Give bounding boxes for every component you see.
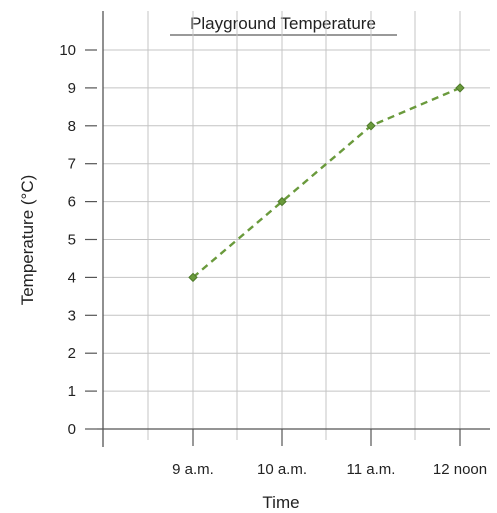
y-tick-label: 0 — [68, 421, 76, 438]
x-tick-label: 11 a.m. — [347, 461, 396, 478]
data-point — [277, 196, 287, 207]
y-tick-label: 1 — [68, 383, 76, 400]
chart-title: Playground Temperature — [190, 14, 376, 33]
x-tick-label: 9 a.m. — [172, 461, 214, 478]
y-tick-label: 5 — [68, 232, 76, 249]
x-axis-title: Time — [262, 493, 299, 512]
series-line — [192, 86, 461, 279]
grid — [103, 11, 490, 440]
x-tick-label: 10 a.m. — [257, 461, 307, 478]
data-point — [455, 83, 465, 93]
y-tick-label: 7 — [68, 156, 76, 173]
data-point — [188, 272, 198, 283]
x-tick-labels: 9 a.m. 10 a.m. 11 a.m. 12 noon — [172, 461, 487, 478]
y-tick-label: 4 — [68, 269, 76, 286]
y-tick-labels: 0 1 2 3 4 5 6 7 8 9 10 — [59, 42, 76, 438]
y-axis-title: Temperature (°C) — [18, 175, 37, 306]
series — [188, 83, 465, 283]
axes — [85, 11, 490, 447]
y-tick-label: 6 — [68, 194, 76, 211]
y-tick-label: 9 — [68, 80, 76, 97]
y-tick-label: 2 — [68, 345, 76, 362]
y-tick-label: 8 — [68, 118, 76, 135]
x-tick-label: 12 noon — [433, 461, 487, 478]
data-point — [366, 121, 376, 131]
y-tick-label: 10 — [59, 42, 76, 59]
y-tick-label: 3 — [68, 307, 76, 324]
